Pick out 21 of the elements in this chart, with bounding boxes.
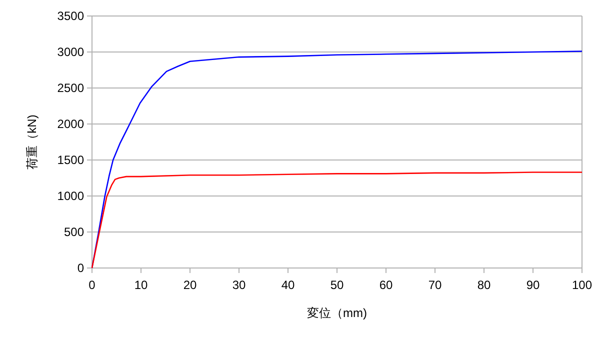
x-axis-title: 変位（mm) [307, 306, 367, 320]
x-tick-label: 20 [183, 278, 197, 292]
y-tick-label: 1000 [57, 189, 84, 203]
x-tick-label: 40 [281, 278, 295, 292]
x-tick-label: 30 [232, 278, 246, 292]
x-tick-label: 10 [134, 278, 148, 292]
y-tick-label: 500 [64, 225, 84, 239]
x-tick-label: 90 [526, 278, 540, 292]
x-tick-label: 60 [379, 278, 393, 292]
y-tick-label: 2000 [57, 117, 84, 131]
x-tick-label: 80 [477, 278, 491, 292]
y-tick-label: 3500 [57, 9, 84, 23]
x-tick-label: 50 [330, 278, 344, 292]
y-tick-label: 3000 [57, 45, 84, 59]
y-tick-label: 0 [77, 261, 84, 275]
x-tick-label: 70 [428, 278, 442, 292]
y-tick-label: 2500 [57, 81, 84, 95]
x-tick-label: 0 [88, 278, 96, 292]
y-tick-label: 1500 [57, 153, 84, 167]
y-axis-title: 荷重（kN) [25, 114, 39, 170]
x-tick-label: 100 [572, 278, 592, 292]
